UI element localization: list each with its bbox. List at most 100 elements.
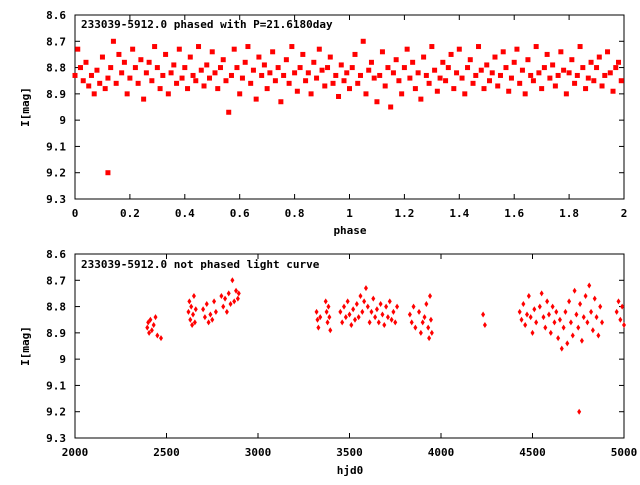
data-point bbox=[574, 311, 579, 318]
data-point bbox=[318, 314, 323, 321]
y-tick-label: 8.8 bbox=[46, 301, 66, 314]
data-point bbox=[363, 285, 368, 292]
data-point bbox=[149, 327, 154, 334]
data-point bbox=[492, 54, 498, 60]
x-tick-label: 1.4 bbox=[449, 207, 469, 220]
data-point bbox=[155, 332, 160, 339]
data-point bbox=[602, 72, 608, 78]
data-point bbox=[110, 38, 116, 44]
data-point bbox=[97, 80, 103, 86]
data-point bbox=[72, 72, 78, 78]
data-point bbox=[204, 300, 209, 307]
axis-ticks: 2000 2500 3000 3500 4000 4500 5000 8.6 8.7 8.8 8.9… bbox=[46, 248, 637, 459]
data-point bbox=[342, 303, 347, 310]
data-point bbox=[552, 319, 557, 326]
data-point bbox=[327, 314, 332, 321]
data-point bbox=[596, 54, 602, 60]
data-point bbox=[613, 65, 619, 71]
data-point bbox=[605, 49, 611, 55]
data-point bbox=[272, 78, 278, 84]
y-tick-label: 9.3 bbox=[46, 432, 66, 445]
data-point bbox=[382, 321, 387, 328]
data-point bbox=[418, 96, 424, 102]
data-point bbox=[443, 78, 449, 84]
data-point bbox=[583, 86, 589, 92]
data-point bbox=[454, 70, 460, 76]
data-point bbox=[323, 298, 328, 305]
x-axis-label: phase bbox=[333, 224, 366, 237]
data-point bbox=[281, 72, 287, 78]
data-point bbox=[145, 324, 150, 331]
data-point bbox=[456, 46, 462, 52]
data-point bbox=[210, 316, 215, 323]
data-point bbox=[547, 75, 553, 81]
data-point bbox=[429, 44, 435, 50]
x-tick-label: 1.8 bbox=[559, 207, 579, 220]
data-point bbox=[557, 316, 562, 323]
data-point bbox=[497, 72, 503, 78]
data-point bbox=[345, 298, 350, 305]
data-point bbox=[316, 324, 321, 331]
data-point bbox=[264, 86, 270, 92]
data-point bbox=[616, 59, 622, 65]
data-point bbox=[572, 80, 578, 86]
plot-frame bbox=[74, 14, 625, 200]
data-point bbox=[212, 70, 218, 76]
x-axis-label: hjd0 bbox=[337, 464, 364, 477]
data-point bbox=[336, 93, 342, 99]
data-point bbox=[275, 65, 281, 71]
data-point bbox=[533, 44, 539, 50]
data-point bbox=[138, 57, 144, 63]
data-point bbox=[550, 62, 556, 68]
data-point bbox=[201, 83, 207, 89]
data-point bbox=[168, 70, 174, 76]
data-point bbox=[371, 295, 376, 302]
data-point bbox=[191, 311, 196, 318]
data-point bbox=[519, 316, 524, 323]
data-point bbox=[146, 59, 152, 65]
data-point bbox=[577, 44, 583, 50]
y-tick-label: 9.1 bbox=[46, 379, 66, 392]
data-point bbox=[594, 65, 600, 71]
data-point bbox=[519, 67, 525, 73]
data-point bbox=[202, 314, 207, 321]
data-point bbox=[242, 59, 248, 65]
data-point bbox=[362, 298, 367, 305]
data-point bbox=[230, 277, 235, 284]
data-point bbox=[546, 311, 551, 318]
data-point bbox=[396, 78, 402, 84]
data-point bbox=[618, 316, 623, 323]
data-point bbox=[556, 335, 561, 342]
data-point bbox=[316, 46, 322, 52]
data-point bbox=[563, 91, 569, 97]
data-point bbox=[315, 316, 320, 323]
data-point bbox=[407, 75, 413, 81]
data-point bbox=[259, 72, 265, 78]
unphased-panel: 233039-5912.0 not phased light curve hjd… bbox=[19, 248, 637, 477]
data-point bbox=[311, 59, 317, 65]
data-point bbox=[495, 83, 501, 89]
data-point bbox=[401, 65, 407, 71]
data-point bbox=[234, 287, 239, 294]
x-tick-label: 5000 bbox=[611, 446, 638, 459]
phased-panel: 233039-5912.0 phased with P=21.6180day p… bbox=[19, 9, 627, 237]
data-point bbox=[541, 65, 547, 71]
data-point bbox=[484, 62, 490, 68]
data-point bbox=[426, 324, 431, 331]
data-point bbox=[620, 303, 625, 310]
data-point bbox=[410, 59, 416, 65]
data-point bbox=[588, 59, 594, 65]
data-point bbox=[600, 319, 605, 326]
data-point bbox=[465, 65, 471, 71]
data-point bbox=[185, 86, 191, 92]
data-point bbox=[352, 316, 357, 323]
data-point bbox=[86, 83, 92, 89]
data-point bbox=[352, 51, 358, 57]
data-point bbox=[226, 109, 232, 115]
data-point bbox=[219, 293, 224, 300]
data-point bbox=[294, 88, 300, 94]
data-point bbox=[324, 308, 329, 315]
data-point bbox=[380, 311, 385, 318]
data-points bbox=[72, 38, 624, 176]
